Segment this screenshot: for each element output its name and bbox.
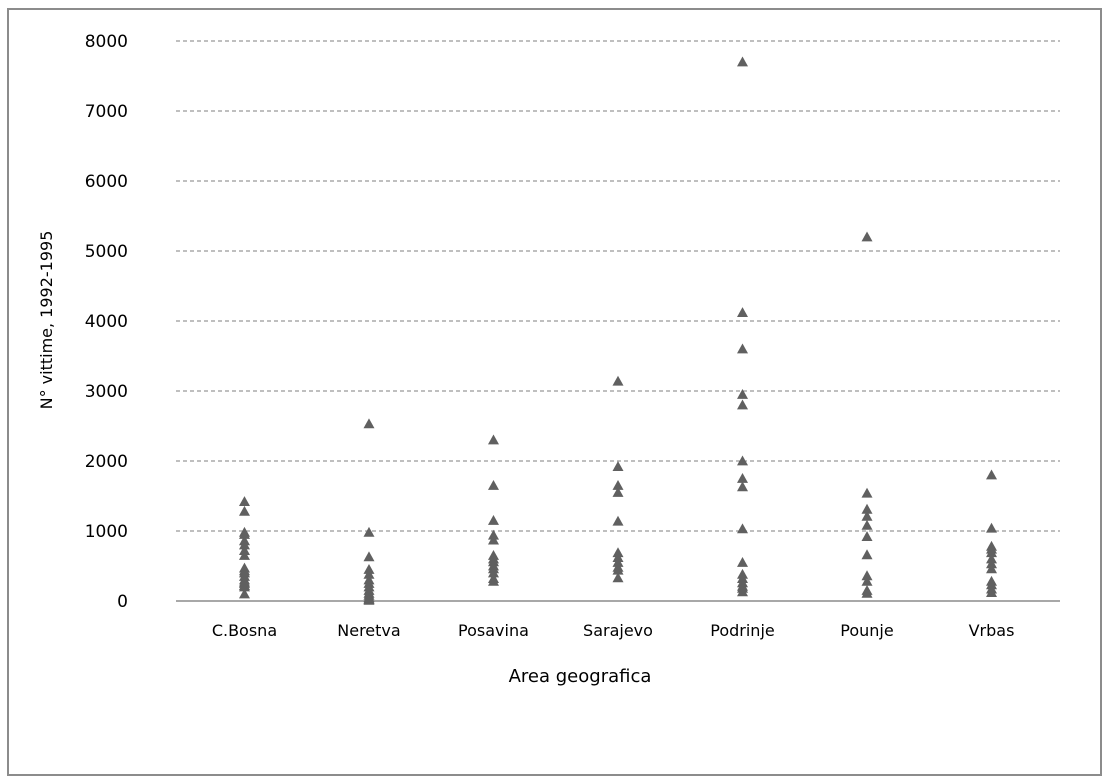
data-point-pounje [861, 519, 873, 530]
data-point-podrinje [737, 307, 749, 317]
x-category-labels: C.Bosna Neretva Posavina Sarajevo Podrinje Po… [212, 621, 1015, 640]
y-tick-label: 0 [117, 592, 128, 612]
data-point-sarajevo [612, 515, 624, 526]
data-point-podrinje [737, 473, 749, 483]
data-point-posavina [487, 534, 499, 545]
data-point-podrinje [737, 343, 749, 354]
data-point-pounje [861, 531, 873, 541]
data-point-c-bosna [238, 539, 250, 550]
y-tick-label: 1000 [85, 522, 128, 542]
data-point-c-bosna [238, 550, 250, 560]
data-point-sarajevo [612, 564, 624, 575]
y-tick-label: 8000 [85, 32, 128, 52]
data-point-podrinje [737, 523, 749, 534]
data-point-c-bosna [238, 505, 250, 516]
data-point-pounje [861, 510, 873, 521]
data-point-neretva [363, 594, 375, 605]
data-point-vrbas [986, 469, 998, 480]
data-point-neretva [363, 526, 375, 537]
y-tick-label: 6000 [85, 172, 128, 192]
data-point-neretva [363, 551, 375, 562]
data-point-pounje [861, 575, 873, 586]
data-point-podrinje [737, 481, 749, 492]
data-point-posavina [487, 434, 499, 445]
x-category-label: Pounje [840, 621, 893, 640]
data-point-vrbas [986, 547, 998, 558]
y-tick-label: 5000 [85, 242, 128, 262]
data-point-c-bosna [238, 588, 250, 599]
data-point-podrinje [737, 557, 749, 567]
data-point-podrinje [737, 389, 749, 399]
data-point-posavina [487, 575, 499, 586]
x-category-label: Neretva [337, 621, 400, 640]
y-tick-label: 3000 [85, 382, 128, 402]
x-axis-title: Area geografica [509, 666, 652, 687]
data-point-pounje [861, 231, 873, 242]
x-category-label: Posavina [458, 621, 529, 640]
data-point-sarajevo [612, 461, 624, 471]
data-point-neretva [363, 418, 375, 429]
data-point-pounje [861, 570, 873, 581]
data-point-podrinje [737, 56, 749, 67]
data-point-c-bosna [238, 529, 250, 539]
y-tick-label: 7000 [85, 102, 128, 122]
data-point-sarajevo [612, 487, 624, 497]
x-category-label: Vrbas [969, 621, 1015, 640]
data-point-vrbas [986, 587, 998, 597]
data-point-podrinje [737, 399, 749, 410]
data-point-posavina [487, 515, 499, 525]
data-point-sarajevo [612, 375, 624, 386]
data-point-c-bosna [238, 581, 250, 592]
data-point-vrbas [986, 563, 998, 574]
data-point-neretva [363, 568, 375, 579]
y-tick-label: 2000 [85, 452, 128, 472]
y-tick-label: 4000 [85, 312, 128, 332]
x-category-label: Podrinje [710, 621, 774, 640]
data-point-sarajevo [612, 572, 624, 583]
y-axis-title: N° vittime, 1992-1995 [37, 231, 56, 410]
data-point-posavina [487, 480, 499, 490]
data-point-pounje [861, 503, 873, 514]
data-point-c-bosna [238, 496, 250, 506]
gridlines [176, 40, 1060, 532]
x-category-label: Sarajevo [583, 621, 653, 640]
data-point-sarajevo [612, 480, 624, 490]
data-point-vrbas [986, 522, 998, 533]
data-point-pounje [861, 587, 873, 598]
data-point-podrinje [737, 455, 749, 466]
data-points [238, 56, 998, 605]
data-point-pounje [861, 487, 873, 498]
data-point-pounje [861, 549, 873, 560]
y-tick-labels: 0 1000 2000 3000 4000 5000 6000 7000 8000 [85, 32, 128, 612]
data-point-podrinje [737, 586, 749, 597]
data-point-posavina [487, 567, 499, 578]
chart-frame [7, 8, 1102, 776]
x-category-label: C.Bosna [212, 621, 277, 640]
